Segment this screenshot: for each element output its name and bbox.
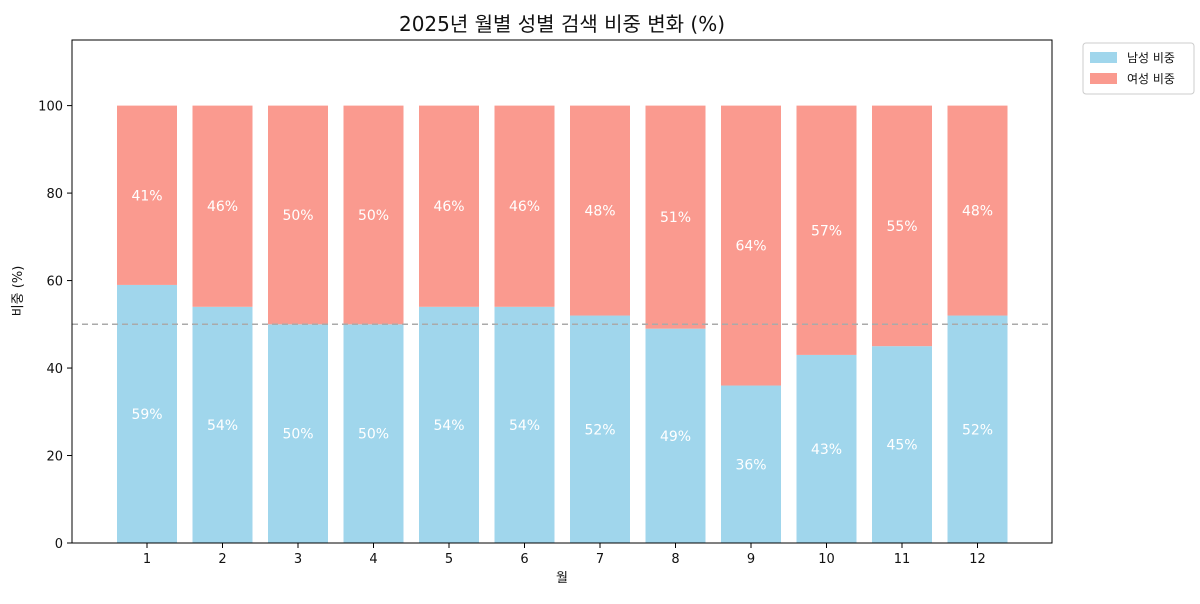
bar-male-4 (343, 324, 404, 543)
bar-female-3 (268, 105, 328, 325)
data-label-male-11: 45% (886, 438, 917, 454)
bar-female-2 (192, 105, 253, 307)
chart-title: 2025년 월별 성별 검색 비중 변화 (%) (399, 12, 725, 36)
bar-female-12 (947, 105, 1008, 316)
data-label-female-6: 46% (509, 199, 540, 215)
bar-female-1 (117, 105, 177, 285)
x-tick-label-5: 5 (445, 552, 453, 567)
data-label-female-1: 41% (131, 188, 162, 204)
x-tick-label-12: 12 (969, 552, 986, 567)
bar-male-6 (494, 306, 555, 543)
data-label-male-2: 54% (207, 418, 238, 434)
bar-male-8 (645, 328, 706, 543)
data-label-male-3: 50% (282, 427, 313, 443)
y-tick-label-0: 0 (55, 537, 63, 552)
data-label-female-11: 55% (886, 219, 917, 235)
data-label-female-4: 50% (358, 208, 389, 224)
bar-female-11 (872, 105, 932, 347)
data-label-female-5: 46% (433, 199, 464, 215)
bar-male-10 (796, 354, 857, 543)
bar-male-3 (268, 324, 328, 543)
y-axis: 0 20 40 60 80 100 (38, 100, 72, 552)
data-label-male-6: 54% (509, 418, 540, 434)
data-labels-layer: 59% 41% 54% 46% 50% 50% 50% 50% 54% 46% 54% 46% 52% 4… (131, 188, 993, 473)
data-label-male-5: 54% (433, 418, 464, 434)
y-tick-label-80: 80 (46, 187, 63, 202)
x-tick-label-6: 6 (520, 552, 528, 567)
data-label-female-8: 51% (660, 210, 691, 226)
x-tick-label-2: 2 (218, 552, 226, 567)
legend-label-male: 남성 비중 (1127, 51, 1175, 65)
data-label-male-12: 52% (962, 422, 993, 438)
x-tick-label-9: 9 (747, 552, 755, 567)
bar-male-1 (117, 284, 177, 543)
data-label-male-7: 52% (584, 422, 615, 438)
bar-female-7 (570, 105, 630, 316)
legend-swatch-male (1090, 52, 1117, 63)
bars-layer (117, 105, 1008, 543)
bar-female-8 (645, 105, 706, 329)
y-tick-label-20: 20 (46, 450, 63, 465)
bar-male-5 (419, 306, 479, 543)
data-label-female-9: 64% (735, 239, 766, 255)
x-tick-label-7: 7 (596, 552, 604, 567)
data-label-female-12: 48% (962, 204, 993, 220)
x-tick-label-1: 1 (143, 552, 151, 567)
data-label-male-9: 36% (735, 457, 766, 473)
y-tick-label-100: 100 (38, 100, 63, 115)
x-axis-label: 월 (556, 571, 568, 586)
data-label-female-7: 48% (584, 204, 615, 220)
legend-swatch-female (1090, 73, 1117, 84)
x-tick-label-8: 8 (671, 552, 679, 567)
y-tick-label-60: 60 (46, 275, 63, 290)
y-tick-label-40: 40 (46, 362, 63, 377)
data-label-female-3: 50% (282, 208, 313, 224)
bar-female-10 (796, 105, 857, 355)
data-label-male-10: 43% (811, 442, 842, 458)
data-label-male-1: 59% (131, 407, 162, 423)
x-tick-label-4: 4 (369, 552, 377, 567)
bar-male-7 (570, 315, 630, 543)
legend-label-female: 여성 비중 (1127, 72, 1175, 86)
data-label-female-10: 57% (811, 223, 842, 239)
plot-frame (71, 39, 1053, 544)
bar-female-4 (343, 105, 404, 325)
bar-male-9 (721, 385, 781, 543)
x-axis: 1 2 3 4 5 6 7 8 9 10 11 12 (143, 543, 986, 567)
bar-female-9 (721, 105, 781, 386)
x-tick-label-10: 10 (818, 552, 835, 567)
bar-female-6 (494, 105, 555, 307)
data-label-male-4: 50% (358, 427, 389, 443)
bar-male-11 (872, 346, 932, 543)
x-tick-label-11: 11 (894, 552, 911, 567)
bar-male-2 (192, 306, 253, 543)
y-axis-label: 비중 (%) (11, 266, 26, 317)
bar-female-5 (419, 105, 479, 307)
data-label-female-2: 46% (207, 199, 238, 215)
x-tick-label-3: 3 (294, 552, 302, 567)
bar-male-12 (947, 315, 1008, 543)
data-label-male-8: 49% (660, 429, 691, 445)
